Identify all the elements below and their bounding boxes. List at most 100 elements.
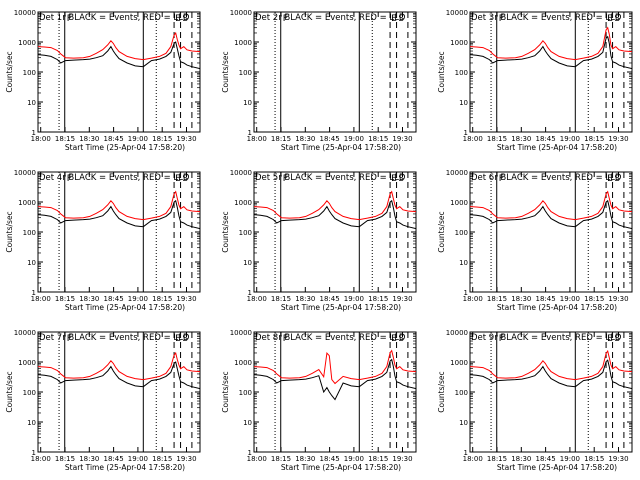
x-tick-label: 18:45 [320,295,340,303]
marker-letter-s: S [614,334,620,344]
y-tick-label: 10 [243,419,252,427]
series-lld-line [37,31,201,61]
x-axis-label: Start Time (25-Apr-04 17:58:20) [497,463,617,472]
panel-det-7r: Det 7r BLACK = Events, RED = LLD 1 10 100 10… [5,329,201,472]
x-tick-label: 18:00 [31,455,51,463]
y-tick-label: 100 [455,229,468,237]
x-tick-label: 19:30 [176,295,196,303]
y-tick-label: 10000 [14,329,36,337]
series-events-line [37,41,201,70]
panel-title: Det 4r BLACK = Events, RED = LLD [39,173,190,183]
y-tick-label: 1 [464,289,468,297]
y-tick-label: 100 [455,69,468,77]
marker-letter-f: F [499,334,504,344]
x-tick-label: 18:15 [55,135,75,143]
y-tick-label: 1 [248,289,252,297]
y-tick-label: 1000 [450,199,468,207]
x-tick-label: 18:00 [31,295,51,303]
x-tick-label: 18:30 [295,295,315,303]
x-tick-label: 18:30 [79,455,99,463]
y-tick-label: 100 [239,69,252,77]
y-tick-label: 10000 [14,169,36,177]
x-tick-label: 18:30 [511,135,531,143]
y-tick-label: 10000 [446,329,468,337]
y-axis-label: Counts/sec [5,371,14,412]
marker-letter-s: S [182,174,188,184]
y-tick-label: 100 [23,69,36,77]
y-tick-label: 100 [239,389,252,397]
x-tick-label: 18:00 [247,455,267,463]
panel-det-1r: Det 1r BLACK = Events, RED = LLD 1 10 100 10… [5,9,201,152]
x-tick-label: 18:15 [368,135,388,143]
marker-letter-s: S [614,14,620,24]
panel-title: Det 2r BLACK = Events, RED = LLD [255,13,406,23]
panel-title: Det 1r BLACK = Events, RED = LLD [39,13,190,23]
x-tick-label: 19:30 [176,135,196,143]
marker-letter-s: S [398,174,404,184]
plot-frame [469,171,633,293]
x-axis-label: Start Time (25-Apr-04 17:58:20) [497,303,617,312]
y-tick-label: 10000 [230,169,252,177]
panel-title: Det 6r BLACK = Events, RED = LLD [471,173,622,183]
y-tick-label: 1 [32,449,36,457]
panel-title: Det 8r BLACK = Events, RED = LLD [255,333,406,343]
marker-letter-s: S [398,334,404,344]
series-events-line [37,199,201,230]
x-axis-label: Start Time (25-Apr-04 17:58:20) [497,143,617,152]
marker-letter-f: F [283,14,288,24]
marker-letter-e: E [391,334,397,344]
x-tick-label: 18:15 [271,295,291,303]
y-tick-label: 10 [243,259,252,267]
x-axis-label: Start Time (25-Apr-04 17:58:20) [281,143,401,152]
marker-letter-f: F [499,14,504,24]
panel-det-5r: Det 5r BLACK = Events, RED = LLD 1 10 100 10… [221,169,417,312]
x-tick-label: 19:30 [176,455,196,463]
panel-title: Det 9r BLACK = Events, RED = LLD [471,333,622,343]
x-tick-label: 19:00 [344,135,364,143]
y-tick-label: 1 [464,449,468,457]
marker-letter-f: F [283,174,288,184]
x-tick-label: 18:45 [536,135,556,143]
y-tick-label: 10000 [230,9,252,17]
x-tick-label: 19:00 [128,455,148,463]
x-tick-label: 18:15 [584,135,604,143]
x-tick-label: 18:30 [79,295,99,303]
y-tick-label: 1 [248,449,252,457]
y-tick-label: 10 [27,99,36,107]
marker-letter-f: F [67,334,72,344]
y-tick-label: 10 [27,419,36,427]
marker-letter-s: S [398,14,404,24]
plot-frame [469,11,633,133]
y-axis-label: Counts/sec [437,211,446,252]
x-tick-label: 19:00 [344,455,364,463]
y-tick-label: 100 [23,389,36,397]
marker-letter-e: E [607,14,613,24]
y-tick-label: 10000 [230,329,252,337]
series-lld-line [253,349,417,385]
y-tick-label: 100 [455,389,468,397]
x-tick-label: 19:30 [392,135,412,143]
x-tick-label: 18:45 [320,455,340,463]
marker-letter-s: S [614,174,620,184]
x-tick-label: 18:15 [584,295,604,303]
plot-frame [37,171,201,293]
y-tick-label: 1000 [234,359,252,367]
series-lld-line [37,190,201,221]
y-tick-label: 1000 [18,199,36,207]
x-tick-label: 19:00 [560,135,580,143]
y-axis-label: Counts/sec [5,211,14,252]
x-axis-label: Start Time (25-Apr-04 17:58:20) [281,463,401,472]
series-events-line [469,359,633,390]
x-tick-label: 18:15 [152,135,172,143]
y-tick-label: 10 [459,99,468,107]
panel-det-2r: Det 2r BLACK = Events, RED = LLD 1 10 100 10… [221,9,417,152]
marker-letter-e: E [175,334,181,344]
y-tick-label: 10000 [446,9,468,17]
panel-det-9r: Det 9r BLACK = Events, RED = LLD 1 10 100 10… [437,329,633,472]
y-tick-label: 10000 [446,169,468,177]
marker-letter-e: E [391,174,397,184]
x-tick-label: 18:30 [79,135,99,143]
y-tick-label: 100 [239,229,252,237]
x-tick-label: 18:15 [487,455,507,463]
x-tick-label: 18:45 [104,295,124,303]
